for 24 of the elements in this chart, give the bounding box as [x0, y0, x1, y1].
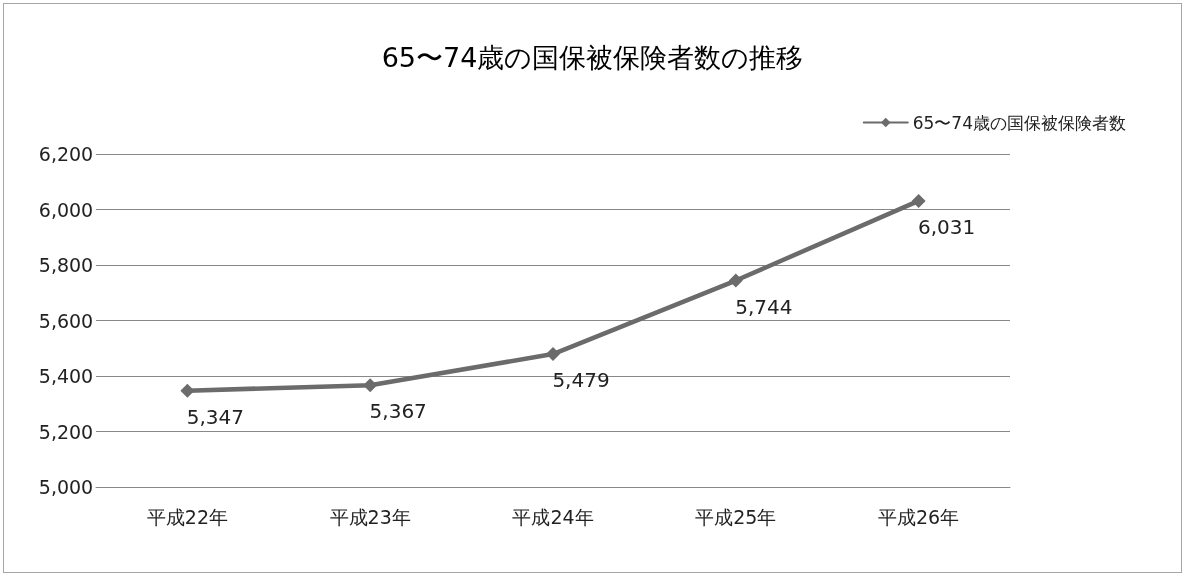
point — [911, 193, 926, 208]
point — [728, 273, 743, 288]
y-tick-label: 5,600 — [38, 309, 94, 332]
legend-label: 65〜74歳の国保被保険者数 — [912, 112, 1126, 133]
point — [546, 347, 560, 362]
point — [363, 378, 378, 393]
y-tick-label: 5,200 — [38, 420, 94, 443]
y-tick-label: 6,000 — [38, 198, 94, 221]
x-tick-label: 平成24年 — [512, 505, 594, 528]
data-label: 5,744 — [735, 294, 793, 319]
x-tick-label: 平成25年 — [695, 505, 777, 528]
point — [180, 383, 195, 398]
chart-title: 65〜74歳の国保被保険者数の推移 — [381, 42, 804, 73]
x-tick-label: 平成22年 — [146, 505, 228, 528]
y-tick-label: 5,800 — [38, 254, 94, 276]
y-tick-label: 5,400 — [38, 365, 94, 387]
y-tick-label: 6,200 — [38, 143, 94, 165]
data-label: 6,031 — [917, 214, 976, 239]
data-label: 5,347 — [186, 404, 245, 429]
data-label: 5,367 — [369, 399, 427, 424]
x-tick-label: 平成26年 — [878, 505, 960, 528]
data-label: 5,479 — [552, 368, 610, 393]
x-tick-label: 平成23年 — [329, 505, 411, 528]
y-tick-label: 5,000 — [38, 476, 94, 498]
